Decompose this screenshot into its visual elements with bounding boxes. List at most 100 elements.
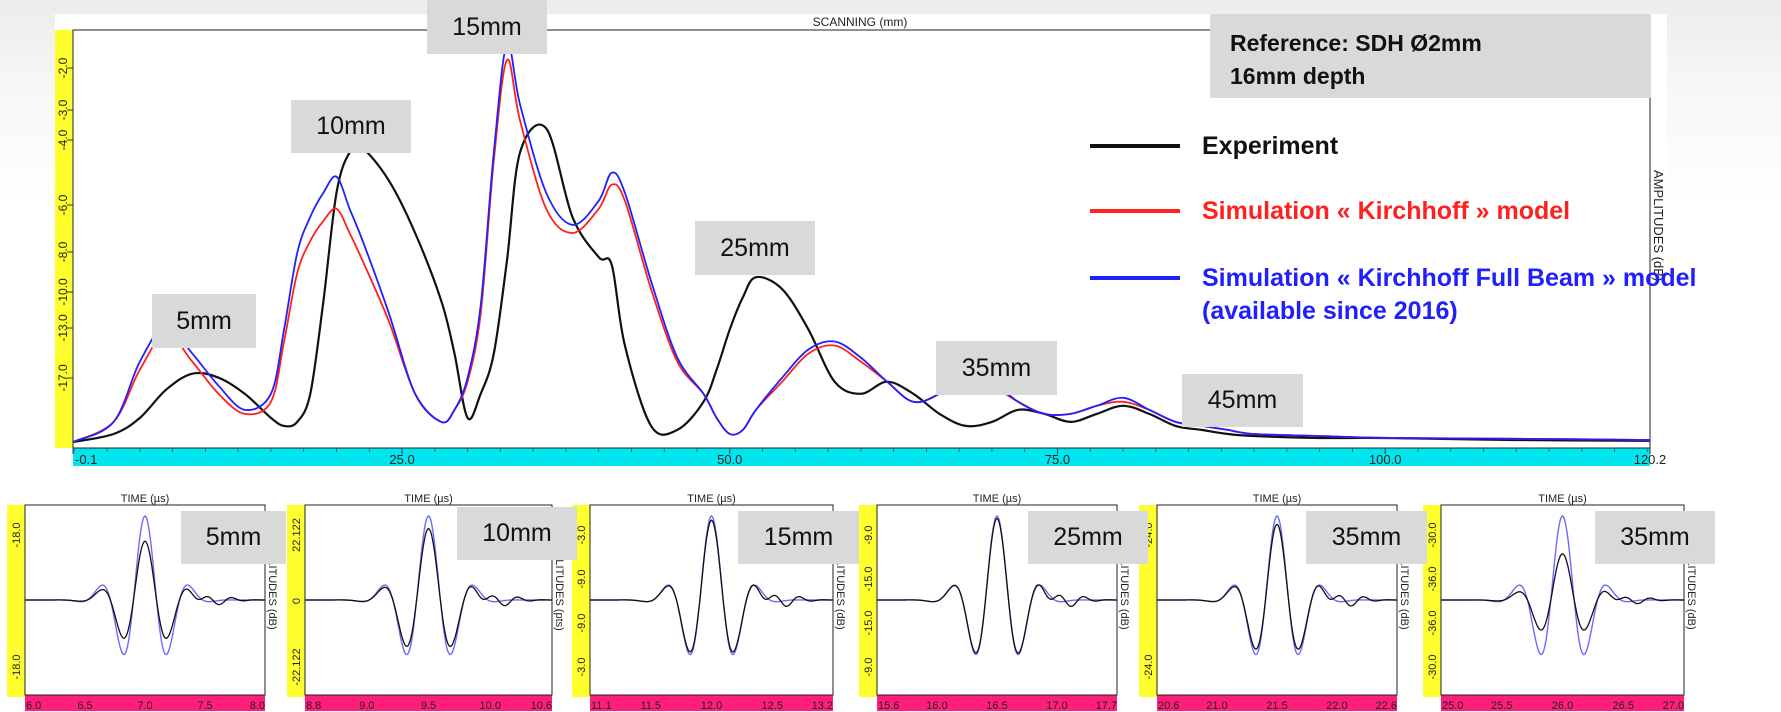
main-chart-title: SCANNING (mm) bbox=[813, 15, 908, 29]
small-x-tick-label: 7.5 bbox=[197, 700, 212, 712]
small-x-axis-band bbox=[877, 695, 1117, 711]
small-x-tick-label: 6.5 bbox=[77, 700, 92, 712]
x-tick-label: 75.0 bbox=[1045, 452, 1070, 467]
y-tick-label: -8.0 bbox=[56, 241, 70, 262]
small-chart-3: TIME (µs) PLITUDES (dB) 11.1 11.5 12.0 12.5 13… bbox=[572, 493, 846, 712]
small-x-axis-band bbox=[25, 695, 265, 711]
small-y-tick-label: 22.122 bbox=[291, 518, 303, 552]
small-y-tick-label: -9.0 bbox=[576, 614, 588, 633]
small-label-35mm-a: 35mm bbox=[1306, 511, 1427, 564]
small-x-tick-label: 12.0 bbox=[701, 700, 722, 712]
small-y-axis-band bbox=[859, 505, 877, 697]
small-x-tick-label: 22.6 bbox=[1376, 700, 1397, 712]
small-experiment-waveform bbox=[1441, 553, 1684, 631]
small-label-25mm: 25mm bbox=[1028, 511, 1148, 564]
small-chart-title: TIME (µs) bbox=[1253, 493, 1302, 505]
legend-label-experiment: Experiment bbox=[1202, 132, 1339, 160]
small-label-35mm-b: 35mm bbox=[1595, 511, 1715, 564]
small-x-tick-label: 11.5 bbox=[640, 700, 661, 712]
small-x-tick-label: 21.5 bbox=[1266, 700, 1287, 712]
small-experiment-waveform bbox=[590, 519, 833, 653]
small-y-axis-label: PLITUDES (dB) bbox=[1118, 552, 1130, 630]
peak-label-5mm: 5mm bbox=[152, 294, 256, 348]
y-tick-label: -3.0 bbox=[56, 99, 70, 120]
legend-item-full-beam: Simulation « Kirchhoff Full Beam » model… bbox=[1090, 262, 1697, 328]
small-y-axis-label: PLITUDES (dB) bbox=[834, 552, 846, 630]
y-tick-label: -13.0 bbox=[56, 314, 70, 342]
small-y-axis-label: PLITUDES (dB) bbox=[1685, 552, 1697, 630]
main-y-axis-band bbox=[55, 30, 73, 448]
y-tick-label: -2.0 bbox=[56, 57, 70, 78]
small-x-tick-label: 22.0 bbox=[1326, 700, 1347, 712]
small-label-15mm: 15mm bbox=[738, 511, 859, 564]
main-plot-frame bbox=[72, 29, 1651, 449]
x-tick-label: 25.0 bbox=[389, 452, 414, 467]
peak-label-35mm: 35mm bbox=[936, 341, 1057, 395]
small-chart-2: TIME (µs) PLITUDES (pts) 8.8 9.0 9.5 10.0 10.6… bbox=[287, 493, 565, 712]
y-tick-label: -4.0 bbox=[56, 129, 70, 150]
series-line-experiment bbox=[72, 123, 1651, 444]
small-x-tick-label: 9.5 bbox=[421, 700, 436, 712]
small-y-tick-label: -18.0 bbox=[11, 654, 23, 679]
x-tick-label: -0.1 bbox=[75, 452, 97, 467]
small-x-tick-label: 7.0 bbox=[137, 700, 152, 712]
small-y-tick-label: -24.0 bbox=[1143, 654, 1155, 679]
small-x-tick-label: 8.0 bbox=[250, 700, 265, 712]
small-x-tick-label: 13.2 bbox=[812, 700, 833, 712]
y-tick-label: -6.0 bbox=[56, 194, 70, 215]
small-x-tick-label: 9.0 bbox=[359, 700, 374, 712]
small-x-tick-label: 17.0 bbox=[1046, 700, 1067, 712]
legend-item-kirchhoff: Simulation « Kirchhoff » model bbox=[1090, 195, 1570, 228]
small-x-tick-label: 26.5 bbox=[1613, 700, 1634, 712]
small-x-tick-label: 25.0 bbox=[1442, 700, 1463, 712]
small-x-tick-label: 15.6 bbox=[878, 700, 899, 712]
small-y-tick-label: -36.0 bbox=[1427, 610, 1439, 635]
small-y-tick-label: -15.0 bbox=[863, 610, 875, 635]
small-x-tick-label: 10.6 bbox=[531, 700, 552, 712]
small-y-tick-label: -36.0 bbox=[1427, 566, 1439, 591]
small-y-tick-label: -9.0 bbox=[576, 570, 588, 589]
legend-label-full-beam: Simulation « Kirchhoff Full Beam » model… bbox=[1202, 262, 1697, 328]
small-x-tick-label: 16.5 bbox=[986, 700, 1007, 712]
legend-label-full-beam-line2: (available since 2016) bbox=[1202, 297, 1458, 325]
small-x-axis-band bbox=[590, 695, 833, 711]
small-y-axis-band bbox=[7, 505, 25, 697]
small-chart-title: TIME (µs) bbox=[404, 493, 453, 505]
legend-label-full-beam-line1: Simulation « Kirchhoff Full Beam » model bbox=[1202, 264, 1697, 292]
small-x-tick-label: 8.8 bbox=[306, 700, 321, 712]
reference-line-1: Reference: SDH Ø2mm bbox=[1230, 30, 1482, 56]
peak-label-15mm: 15mm bbox=[427, 0, 547, 54]
legend-item-experiment: Experiment bbox=[1090, 130, 1338, 163]
small-y-tick-label: -9.0 bbox=[863, 526, 875, 545]
small-y-axis-band bbox=[1423, 505, 1441, 697]
small-x-tick-label: 27.0 bbox=[1663, 700, 1684, 712]
small-label-10mm: 10mm bbox=[457, 507, 577, 560]
small-y-axis-label: PLITUDES (pts) bbox=[553, 552, 565, 631]
small-x-tick-label: 12.5 bbox=[762, 700, 783, 712]
small-x-axis-band bbox=[1441, 695, 1684, 711]
small-chart-title: TIME (µs) bbox=[687, 493, 736, 505]
small-y-tick-label: 0 bbox=[291, 598, 303, 604]
small-x-axis-band bbox=[305, 695, 552, 711]
legend-swatch-full-beam bbox=[1090, 276, 1180, 280]
small-y-tick-label: -30.0 bbox=[1427, 522, 1439, 547]
reference-box: Reference: SDH Ø2mm 16mm depth bbox=[1210, 14, 1651, 98]
small-experiment-waveform bbox=[25, 540, 265, 640]
small-x-tick-label: 16.0 bbox=[926, 700, 947, 712]
legend-swatch-kirchhoff bbox=[1090, 209, 1180, 213]
small-y-tick-label: -3.0 bbox=[576, 526, 588, 545]
small-y-axis-label: PLITUDES (dB) bbox=[266, 552, 278, 630]
legend-label-kirchhoff: Simulation « Kirchhoff » model bbox=[1202, 197, 1571, 225]
small-chart-4: TIME (µs) PLITUDES (dB) 15.6 16.0 16.5 17.0 17… bbox=[859, 493, 1130, 712]
small-x-axis-band bbox=[1157, 695, 1397, 711]
small-x-tick-label: 17.7 bbox=[1096, 700, 1117, 712]
small-y-tick-label: -18.0 bbox=[11, 522, 23, 547]
legend-swatch-experiment bbox=[1090, 144, 1180, 148]
small-experiment-waveform bbox=[305, 527, 552, 648]
small-x-tick-label: 10.0 bbox=[480, 700, 501, 712]
small-x-tick-label: 20.6 bbox=[1158, 700, 1179, 712]
x-tick-label: 50.0 bbox=[717, 452, 742, 467]
small-x-tick-label: 11.1 bbox=[591, 700, 612, 712]
small-y-axis-label: PLITUDES (dB) bbox=[1398, 552, 1410, 630]
